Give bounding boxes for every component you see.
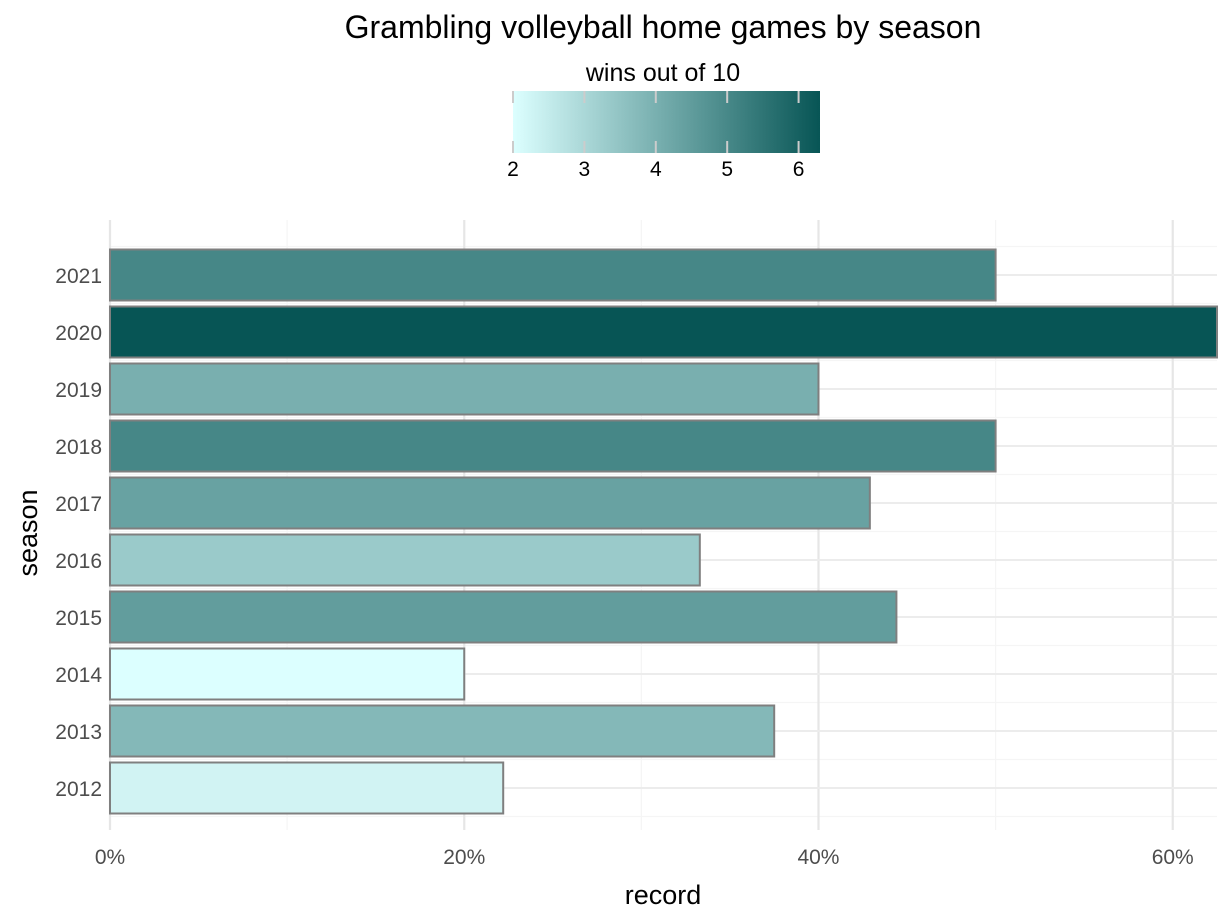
y-tick-label: 2017 xyxy=(55,493,102,516)
legend-colorbar xyxy=(513,91,820,153)
legend-ticks: 2 3 4 5 6 xyxy=(507,91,804,181)
bar-2015 xyxy=(109,590,898,644)
y-tick-label: 2016 xyxy=(55,550,102,573)
chart-title: Grambling volleyball home games by seaso… xyxy=(345,9,982,45)
y-tick-label: 2019 xyxy=(55,379,102,402)
y-axis-tick-labels: 2012 2013 2014 2015 2016 2017 2018 2019 2020 2021 xyxy=(55,265,102,801)
y-tick-label: 2015 xyxy=(55,607,102,630)
bar-2020 xyxy=(109,305,1218,359)
x-tick-label: 20% xyxy=(443,846,485,869)
y-tick-label: 2013 xyxy=(55,721,102,744)
y-axis-title: season xyxy=(13,489,43,576)
legend-title: wins out of 10 xyxy=(585,59,740,87)
bar-2021 xyxy=(109,248,997,302)
legend-tick-label: 6 xyxy=(793,158,805,181)
y-tick-label: 2018 xyxy=(55,436,102,459)
x-axis-tick-labels: 0% 20% 40% 60% xyxy=(95,846,1194,869)
x-tick-label: 60% xyxy=(1152,846,1194,869)
bar-2018 xyxy=(109,419,997,473)
legend-tick-label: 5 xyxy=(721,158,733,181)
bar-2014 xyxy=(109,647,466,701)
bar-2016 xyxy=(109,533,701,587)
x-tick-label: 40% xyxy=(797,846,839,869)
plot-area xyxy=(108,220,1218,830)
bar-2017 xyxy=(109,476,871,530)
bar-2013 xyxy=(109,704,776,758)
bar-2019 xyxy=(109,362,820,416)
bars xyxy=(109,248,1218,815)
y-tick-label: 2020 xyxy=(55,322,102,345)
y-tick-label: 2014 xyxy=(55,664,102,687)
bar-2012 xyxy=(109,761,505,815)
y-tick-label: 2021 xyxy=(55,265,102,288)
x-tick-label: 0% xyxy=(95,846,125,869)
legend-tick-label: 3 xyxy=(579,158,591,181)
legend-tick-label: 4 xyxy=(650,158,662,181)
y-tick-label: 2012 xyxy=(55,778,102,801)
legend-tick-label: 2 xyxy=(507,158,519,181)
x-axis-title: record xyxy=(625,880,702,910)
